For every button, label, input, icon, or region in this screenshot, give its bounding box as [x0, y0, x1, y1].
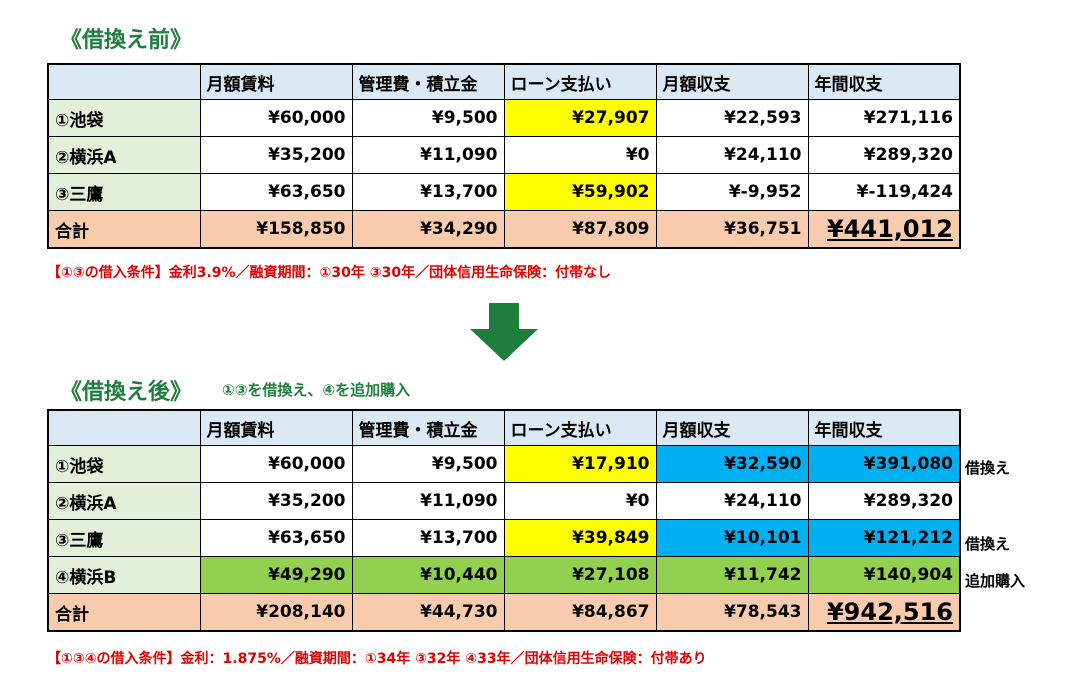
rent-cell: ¥35,200 [199, 136, 353, 174]
table-header-row: 月額賃料 管理費・積立金 ローン支払い 月額収支 年間収支 [47, 63, 961, 100]
annual-cell: ¥271,116 [807, 99, 961, 137]
annual-cell: ¥-119,424 [807, 173, 961, 211]
total-row: 合計 ¥208,140 ¥44,730 ¥84,867 ¥78,543 ¥942… [47, 593, 961, 632]
grand-total: ¥441,012 [807, 210, 961, 249]
header-cell: 年間収支 [807, 63, 961, 100]
after-loan-note: 【①③④の借入条件】金利：1.875%／融資期間：①34年 ③32年 ④33年／… [47, 651, 707, 667]
before-table: 月額賃料 管理費・積立金 ローン支払い 月額収支 年間収支 ①池袋 ¥60,00… [47, 63, 961, 249]
header-cell [47, 409, 201, 446]
monthly-cell: ¥32,590 [655, 445, 809, 483]
annual-cell: ¥121,212 [807, 519, 961, 557]
rent-cell: ¥60,000 [199, 99, 353, 137]
total-loan: ¥84,867 [503, 593, 657, 632]
mgmt-cell: ¥11,090 [351, 136, 505, 174]
table-row: ②横浜A ¥35,200 ¥11,090 ¥0 ¥24,110 ¥289,320 [47, 136, 961, 174]
loan-cell: ¥27,907 [503, 99, 657, 137]
total-monthly: ¥78,543 [655, 593, 809, 632]
rent-cell: ¥63,650 [199, 519, 353, 557]
header-cell: 月額賃料 [199, 409, 353, 446]
total-label: 合計 [47, 210, 201, 249]
loan-cell: ¥39,849 [503, 519, 657, 557]
annual-cell: ¥140,904 [807, 556, 961, 594]
total-mgmt: ¥44,730 [351, 593, 505, 632]
mgmt-cell: ¥10,440 [351, 556, 505, 594]
rent-cell: ¥49,290 [199, 556, 353, 594]
mgmt-cell: ¥13,700 [351, 519, 505, 557]
side-note-refinance: 借換え [965, 459, 1011, 477]
loan-cell: ¥0 [503, 482, 657, 520]
header-cell: ローン支払い [503, 409, 657, 446]
table-row: ④横浜B ¥49,290 ¥10,440 ¥27,108 ¥11,742 ¥14… [47, 556, 961, 594]
row-label: ③三鷹 [47, 519, 201, 557]
after-table: 月額賃料 管理費・積立金 ローン支払い 月額収支 年間収支 ①池袋 ¥60,00… [47, 409, 961, 632]
row-label: ②横浜A [47, 136, 201, 174]
header-cell [47, 63, 201, 100]
header-cell: ローン支払い [503, 63, 657, 100]
monthly-cell: ¥11,742 [655, 556, 809, 594]
after-subtitle: ①③を借換え、④を追加購入 [222, 381, 411, 399]
row-label: ①池袋 [47, 99, 201, 137]
total-loan: ¥87,809 [503, 210, 657, 249]
monthly-cell: ¥-9,952 [655, 173, 809, 211]
annual-cell: ¥391,080 [807, 445, 961, 483]
after-title: 《借換え後》 [60, 380, 193, 405]
header-cell: 管理費・積立金 [351, 409, 505, 446]
row-label: ③三鷹 [47, 173, 201, 211]
side-note-refinance: 借換え [965, 535, 1011, 553]
before-loan-note: 【①③の借入条件】金利3.9%／融資期間：①30年 ③30年／団体信用生命保険：… [47, 265, 612, 281]
table-header-row: 月額賃料 管理費・積立金 ローン支払い 月額収支 年間収支 [47, 409, 961, 446]
total-row: 合計 ¥158,850 ¥34,290 ¥87,809 ¥36,751 ¥441… [47, 210, 961, 249]
total-rent: ¥158,850 [199, 210, 353, 249]
loan-cell: ¥59,902 [503, 173, 657, 211]
table-row: ①池袋 ¥60,000 ¥9,500 ¥27,907 ¥22,593 ¥271,… [47, 99, 961, 137]
monthly-cell: ¥10,101 [655, 519, 809, 557]
mgmt-cell: ¥11,090 [351, 482, 505, 520]
row-label: ②横浜A [47, 482, 201, 520]
monthly-cell: ¥24,110 [655, 136, 809, 174]
total-label: 合計 [47, 593, 201, 632]
monthly-cell: ¥24,110 [655, 482, 809, 520]
total-monthly: ¥36,751 [655, 210, 809, 249]
rent-cell: ¥63,650 [199, 173, 353, 211]
loan-cell: ¥0 [503, 136, 657, 174]
before-title: 《借換え前》 [60, 28, 193, 53]
rent-cell: ¥35,200 [199, 482, 353, 520]
table-row: ①池袋 ¥60,000 ¥9,500 ¥17,910 ¥32,590 ¥391,… [47, 445, 961, 483]
loan-cell: ¥27,108 [503, 556, 657, 594]
mgmt-cell: ¥13,700 [351, 173, 505, 211]
table-row: ③三鷹 ¥63,650 ¥13,700 ¥59,902 ¥-9,952 ¥-11… [47, 173, 961, 211]
table-row: ②横浜A ¥35,200 ¥11,090 ¥0 ¥24,110 ¥289,320 [47, 482, 961, 520]
row-label: ④横浜B [47, 556, 201, 594]
loan-cell: ¥17,910 [503, 445, 657, 483]
mgmt-cell: ¥9,500 [351, 445, 505, 483]
row-label: ①池袋 [47, 445, 201, 483]
header-cell: 月額収支 [655, 63, 809, 100]
mgmt-cell: ¥9,500 [351, 99, 505, 137]
header-cell: 月額賃料 [199, 63, 353, 100]
total-rent: ¥208,140 [199, 593, 353, 632]
header-cell: 月額収支 [655, 409, 809, 446]
monthly-cell: ¥22,593 [655, 99, 809, 137]
side-note-additional-purchase: 追加購入 [965, 572, 1026, 590]
header-cell: 管理費・積立金 [351, 63, 505, 100]
grand-total: ¥942,516 [807, 593, 961, 632]
total-mgmt: ¥34,290 [351, 210, 505, 249]
annual-cell: ¥289,320 [807, 482, 961, 520]
rent-cell: ¥60,000 [199, 445, 353, 483]
down-arrow-icon [470, 303, 538, 361]
table-row: ③三鷹 ¥63,650 ¥13,700 ¥39,849 ¥10,101 ¥121… [47, 519, 961, 557]
header-cell: 年間収支 [807, 409, 961, 446]
annual-cell: ¥289,320 [807, 136, 961, 174]
